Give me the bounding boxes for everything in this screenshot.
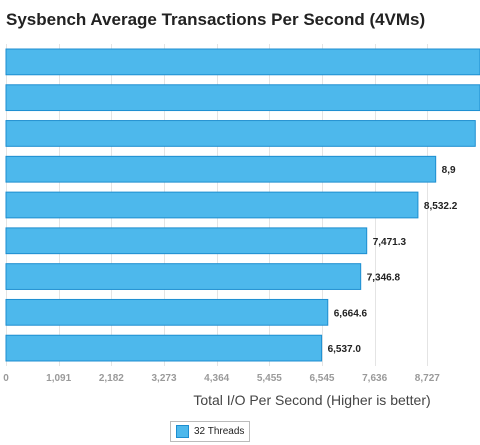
x-tick-label: 8,727 [415,373,440,384]
x-tick-label: 4,364 [204,373,229,384]
legend-swatch [176,425,189,438]
x-axis-title: Total I/O Per Second (Higher is better) [193,392,430,408]
x-tick-label: 7,636 [362,373,387,384]
legend-label: 32 Threads [194,426,245,437]
data-label: 8,532.2 [424,201,458,212]
x-tick-label: 0 [3,373,9,384]
bar [5,191,419,219]
chart-title: Sysbench Average Transactions Per Second… [6,10,426,29]
data-label: 6,664.6 [334,308,368,319]
x-tick-label: 3,273 [152,373,177,384]
bar [5,84,480,112]
data-label: 6,537.0 [328,344,362,355]
bar [5,263,362,290]
bar [5,334,323,362]
bar [5,227,368,255]
x-tick-label: 1,091 [46,373,71,384]
bar [5,155,437,183]
legend[interactable]: 32 Threads [170,421,251,442]
bar [5,298,329,326]
data-label: 7,346.8 [367,273,401,284]
x-tick-label: 5,455 [257,373,282,384]
x-tick-label: 6,545 [309,373,334,384]
bar [5,48,480,76]
data-label: 8,9 [442,165,456,176]
bar [5,120,476,147]
data-label: 7,471.3 [373,237,407,248]
x-tick-label: 2,182 [99,373,124,384]
